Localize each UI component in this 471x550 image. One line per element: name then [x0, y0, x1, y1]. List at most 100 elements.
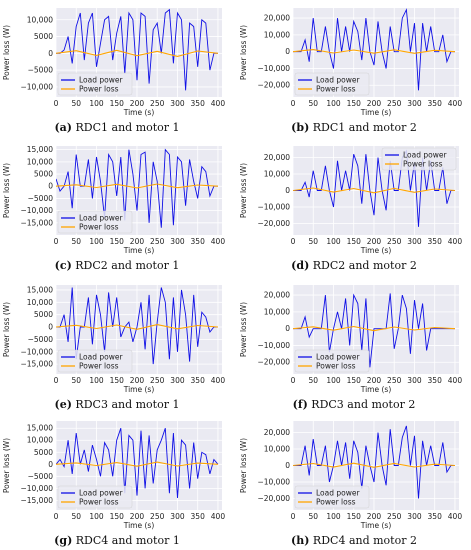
x-tick-label: 250	[150, 237, 165, 246]
y-tick-label: 15,000	[27, 145, 53, 154]
y-tick-label: 0	[48, 49, 53, 58]
chart-svg: 0 50 100 150 200 250 300 350 400 −20,000 −10,000 0 1…	[239, 146, 462, 255]
panel-caption: (f) RDC3 and motor 2	[237, 398, 471, 411]
y-tick-label: 0	[48, 182, 53, 191]
y-tick-label: 5000	[34, 448, 53, 457]
x-tick-label: 250	[150, 512, 165, 521]
y-tick-label: 10,000	[27, 298, 53, 307]
series-load-power	[293, 293, 455, 368]
x-tick-label: 400	[211, 99, 226, 108]
panel-caption: (h) RDC4 and motor 2	[237, 534, 471, 547]
y-tick-label: 10,000	[264, 307, 290, 316]
x-tick-label: 150	[110, 512, 125, 521]
caption-label: (h)	[291, 534, 310, 547]
y-tick-label: 20,000	[264, 428, 290, 437]
legend-label: Load power	[316, 489, 360, 498]
panel-caption: (g) RDC4 and motor 1	[0, 534, 234, 547]
x-tick-label: 150	[110, 99, 125, 108]
x-tick-label: 300	[170, 376, 185, 385]
y-tick-label: 10,000	[27, 157, 53, 166]
chart-panel-4: 0 50 100 150 200 250 300 350 400 −20,000 −10,000 0 1…	[237, 138, 471, 275]
y-tick-label: 15,000	[27, 285, 53, 294]
x-tick-label: 300	[407, 99, 422, 108]
legend-label: Load power	[79, 489, 123, 498]
x-tick-label: 100	[326, 376, 341, 385]
x-tick-label: 400	[211, 512, 226, 521]
caption-text: RDC1 and motor 1	[72, 121, 180, 134]
caption-label: (c)	[54, 259, 72, 272]
y-tick-label: −5000	[28, 335, 54, 344]
x-tick-label: 0	[291, 512, 296, 521]
y-tick-label: 10,000	[264, 445, 290, 454]
x-tick-label: 200	[130, 237, 145, 246]
series-power-loss	[293, 187, 456, 194]
chart-svg: 0 50 100 150 200 250 300 350 400 −20,000 −10,000 0 1…	[239, 8, 463, 117]
y-tick-label: 0	[48, 323, 53, 332]
x-tick-label: 100	[326, 99, 341, 108]
legend-label: Load power	[403, 151, 447, 160]
chart-svg: 0 50 100 150 200 250 300 350 400 −15,000 −10,000 −5…	[2, 285, 225, 394]
y-axis-label: Power loss (W)	[239, 438, 248, 493]
panel-caption: (a) RDC1 and motor 1	[0, 121, 234, 134]
x-tick-label: 150	[110, 376, 125, 385]
x-axis-label: Time (s)	[123, 521, 155, 530]
caption-text: RDC2 and motor 1	[71, 259, 180, 272]
y-tick-label: −10,000	[20, 347, 53, 356]
series-load-power	[56, 428, 219, 499]
x-tick-label: 350	[191, 376, 206, 385]
y-axis-label: Power loss (W)	[239, 25, 248, 80]
x-tick-label: 100	[326, 237, 341, 246]
caption-label: (f)	[292, 398, 308, 411]
series-power-loss	[56, 49, 219, 57]
x-tick-label: 250	[387, 512, 402, 521]
series-power-loss	[293, 462, 456, 468]
y-tick-label: 20,000	[264, 14, 290, 23]
x-tick-label: 100	[89, 376, 104, 385]
panel-caption: (d) RDC2 and motor 2	[237, 259, 471, 272]
y-tick-label: 20,000	[264, 153, 290, 162]
x-tick-label: 50	[71, 376, 81, 385]
y-axis-label: Power loss (W)	[2, 25, 11, 80]
x-tick-label: 350	[428, 99, 443, 108]
chart-panel-5: 0 50 100 150 200 250 300 350 400 −15,000 −10,000 −5…	[0, 277, 234, 414]
y-tick-label: 5000	[34, 310, 53, 319]
x-tick-label: 350	[428, 376, 443, 385]
y-tick-label: −15,000	[20, 496, 53, 505]
caption-text: RDC1 and motor 2	[309, 121, 417, 134]
x-tick-label: 250	[150, 376, 165, 385]
x-tick-label: 150	[347, 512, 362, 521]
x-tick-label: 150	[110, 237, 125, 246]
series-load-power	[293, 8, 455, 91]
y-tick-label: −5000	[28, 472, 54, 481]
x-tick-label: 200	[130, 99, 145, 108]
caption-label: (a)	[54, 121, 72, 134]
x-tick-label: 150	[347, 376, 362, 385]
x-tick-label: 300	[170, 512, 185, 521]
y-tick-label: −20,000	[257, 81, 290, 90]
chart-panel-1: 0 50 100 150 200 250 300 350 400 −10,000 −5000 0 500…	[0, 0, 234, 137]
x-tick-label: 150	[347, 237, 362, 246]
y-axis-label: Power loss (W)	[2, 302, 11, 357]
x-tick-label: 350	[191, 99, 206, 108]
series-load-power	[56, 8, 218, 91]
x-tick-label: 0	[291, 237, 296, 246]
x-tick-label: 0	[54, 512, 59, 521]
x-axis-label: Time (s)	[360, 108, 392, 117]
x-tick-label: 0	[54, 376, 59, 385]
panel-caption: (c) RDC2 and motor 1	[0, 259, 234, 272]
legend-label: Load power	[79, 214, 123, 223]
y-tick-label: −10,000	[20, 206, 53, 215]
x-tick-label: 350	[191, 237, 206, 246]
x-tick-label: 50	[71, 237, 81, 246]
x-tick-label: 300	[407, 512, 422, 521]
x-tick-label: 400	[448, 99, 463, 108]
y-tick-label: 0	[285, 324, 290, 333]
x-tick-label: 350	[191, 512, 206, 521]
y-tick-label: 0	[285, 461, 290, 470]
legend-label: Power loss	[79, 498, 119, 507]
x-tick-label: 0	[291, 376, 296, 385]
chart-svg: 0 50 100 150 200 250 300 350 400 −15,000 −10,000 −5…	[2, 421, 226, 530]
